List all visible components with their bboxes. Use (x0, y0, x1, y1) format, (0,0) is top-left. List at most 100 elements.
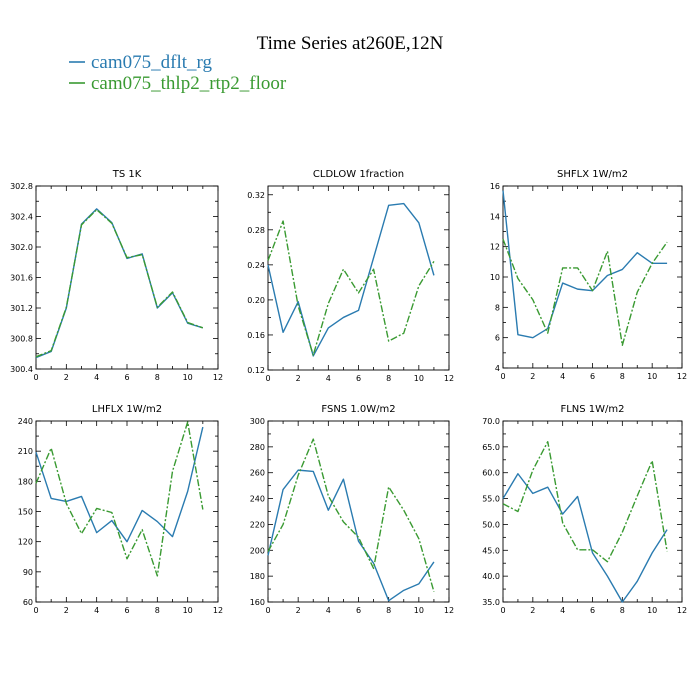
figure-title: Time Series at260E,12N (257, 33, 444, 54)
x-tick-label: 12 (677, 372, 687, 381)
y-tick-label: 301.6 (10, 274, 33, 283)
series-line-1 (35, 426, 204, 543)
y-tick-label: 0.16 (247, 331, 265, 340)
y-tick-label: 90 (23, 568, 33, 577)
plot-frame (267, 185, 450, 371)
x-tick-label: 8 (620, 372, 625, 381)
plot-frame (35, 185, 219, 370)
y-tick-label: 4 (495, 364, 500, 373)
x-tick-label: 0 (500, 372, 505, 381)
series-line-2 (502, 238, 668, 346)
chart-panel-5: FSNS 1.0W/m2 0 2 4 6 8 10 12 160 180 200 220 240 260 2… (250, 404, 454, 615)
chart-panel-2: CLDLOW 1fraction 0 2 4 6 8 10 12 0.12 0.16 0.20 0.2… (247, 169, 454, 383)
y-tick-label: 302.8 (10, 182, 33, 191)
y-tick-label: 120 (18, 538, 33, 547)
series-line-2 (35, 421, 204, 577)
plot-frame (502, 420, 683, 603)
panel-title: FLNS 1W/m2 (560, 404, 624, 415)
x-tick-label: 8 (155, 606, 160, 615)
y-tick-label: 302.4 (10, 213, 33, 222)
x-tick-label: 8 (386, 606, 391, 615)
y-tick-label: 280 (250, 443, 265, 452)
plot-frame (267, 420, 450, 603)
y-tick-label: 220 (250, 520, 265, 529)
x-tick-label: 2 (296, 374, 301, 383)
y-tick-label: 14 (490, 212, 500, 221)
y-tick-label: 16 (490, 182, 500, 191)
y-tick-label: 0.12 (247, 366, 265, 375)
y-tick-label: 10 (490, 273, 500, 282)
x-tick-label: 2 (296, 606, 301, 615)
x-tick-label: 2 (530, 606, 535, 615)
y-tick-label: 302.0 (10, 243, 33, 252)
x-tick-label: 12 (213, 606, 223, 615)
y-tick-label: 0.32 (247, 191, 265, 200)
legend: cam075_dflt_rg cam075_thlp2_rtp2_floor (69, 52, 287, 94)
y-tick-label: 50.0 (482, 520, 500, 529)
panel-title: LHFLX 1W/m2 (92, 404, 162, 415)
x-tick-label: 0 (500, 606, 505, 615)
series-line-1 (502, 473, 668, 603)
panel-title: FSNS 1.0W/m2 (321, 404, 395, 415)
x-tick-label: 4 (94, 373, 99, 382)
y-tick-label: 12 (490, 243, 500, 252)
y-tick-label: 240 (18, 417, 33, 426)
y-tick-label: 0.20 (247, 296, 265, 305)
x-tick-label: 2 (64, 373, 69, 382)
series-line-2 (35, 208, 204, 358)
x-tick-label: 0 (33, 606, 38, 615)
y-tick-label: 8 (495, 303, 500, 312)
x-tick-label: 10 (414, 374, 424, 383)
y-tick-label: 240 (250, 495, 265, 504)
x-tick-label: 6 (356, 374, 361, 383)
plot-frame (502, 185, 683, 369)
x-tick-label: 4 (326, 606, 331, 615)
y-tick-label: 40.0 (482, 572, 500, 581)
x-tick-label: 12 (444, 374, 454, 383)
series-line-1 (267, 202, 435, 357)
x-tick-label: 12 (677, 606, 687, 615)
x-tick-label: 4 (560, 372, 565, 381)
x-tick-label: 10 (183, 606, 193, 615)
series-line-2 (267, 220, 435, 356)
x-tick-label: 6 (590, 606, 595, 615)
x-tick-label: 10 (647, 606, 657, 615)
x-tick-label: 6 (590, 372, 595, 381)
chart-panel-1: TS 1K 0 2 4 6 8 10 12 300.4 300.8 301.2 301.6 302.0 3… (10, 169, 223, 382)
y-tick-label: 70.0 (482, 417, 500, 426)
x-tick-label: 0 (33, 373, 38, 382)
panel-grid: TS 1K 0 2 4 6 8 10 12 300.4 300.8 301.2 301.6 302.0 3… (10, 169, 687, 615)
y-tick-label: 301.2 (10, 304, 33, 313)
x-tick-label: 4 (94, 606, 99, 615)
x-tick-label: 6 (356, 606, 361, 615)
plot-frame (35, 420, 219, 603)
y-tick-label: 6 (495, 334, 500, 343)
panel-title: CLDLOW 1fraction (313, 169, 404, 180)
x-tick-label: 2 (530, 372, 535, 381)
legend-label-series-1: cam075_dflt_rg (91, 52, 213, 73)
chart-panel-4: LHFLX 1W/m2 0 2 4 6 8 10 12 60 90 120 150 180 210 240 (18, 404, 223, 615)
y-tick-label: 60.0 (482, 469, 500, 478)
x-tick-label: 10 (183, 373, 193, 382)
y-tick-label: 55.0 (482, 495, 500, 504)
x-tick-label: 8 (386, 374, 391, 383)
x-tick-label: 6 (124, 606, 129, 615)
panel-title: SHFLX 1W/m2 (557, 169, 628, 180)
x-tick-label: 2 (64, 606, 69, 615)
series-line-2 (267, 438, 435, 592)
x-tick-label: 12 (213, 373, 223, 382)
y-tick-label: 65.0 (482, 443, 500, 452)
series-line-2 (502, 440, 668, 563)
y-tick-label: 210 (18, 447, 33, 456)
y-tick-label: 45.0 (482, 546, 500, 555)
y-tick-label: 150 (18, 508, 33, 517)
x-tick-label: 4 (326, 374, 331, 383)
y-tick-label: 260 (250, 469, 265, 478)
chart-panel-3: SHFLX 1W/m2 0 2 4 6 8 10 12 4 6 8 10 12 14 16 (490, 169, 687, 381)
x-tick-label: 10 (414, 606, 424, 615)
series-line-1 (267, 469, 435, 602)
x-tick-label: 0 (265, 606, 270, 615)
y-tick-label: 200 (250, 546, 265, 555)
x-tick-label: 10 (647, 372, 657, 381)
y-tick-label: 35.0 (482, 598, 500, 607)
